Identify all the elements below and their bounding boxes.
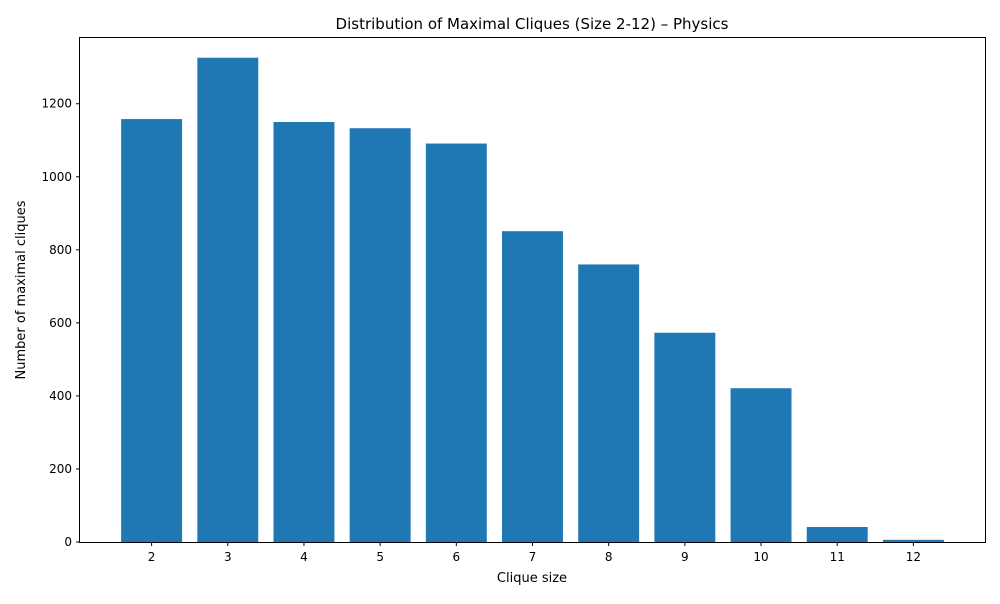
x-tick-label: 7: [529, 550, 537, 564]
x-axis-ticks: 2 3 4 5 6 7 8 9 10 11 12: [148, 542, 921, 564]
bar-size-4: [273, 122, 335, 542]
y-tick-label: 200: [49, 462, 72, 476]
x-tick-label: 11: [830, 550, 845, 564]
y-tick-label: 0: [64, 535, 72, 549]
bar-size-10: [730, 388, 792, 542]
x-tick-label: 4: [300, 550, 308, 564]
y-tick-label: 600: [49, 316, 72, 330]
bar-size-2: [121, 119, 183, 543]
x-tick-label: 5: [376, 550, 384, 564]
y-axis-label: Number of maximal cliques: [14, 200, 29, 379]
y-axis-ticks: 0 200 400 600 800 1000 1200: [41, 97, 80, 549]
bar-size-8: [578, 264, 640, 542]
y-tick-label: 1000: [41, 170, 72, 184]
bar-size-6: [425, 143, 487, 542]
bar-size-12: [882, 539, 944, 542]
x-axis-label: Clique size: [497, 571, 567, 586]
bar-size-9: [654, 332, 716, 542]
x-tick-label: 9: [681, 550, 689, 564]
y-tick-label: 1200: [41, 97, 72, 111]
y-tick-label: 800: [49, 243, 72, 257]
x-tick-label: 2: [148, 550, 156, 564]
x-tick-label: 8: [605, 550, 613, 564]
bar-size-11: [806, 527, 868, 542]
x-tick-label: 3: [224, 550, 232, 564]
bar-size-3: [197, 57, 259, 542]
x-tick-label: 6: [453, 550, 461, 564]
bars-layer: [121, 57, 944, 543]
bar-size-7: [502, 231, 563, 542]
bar-size-5: [349, 128, 411, 543]
y-tick-label: 400: [49, 389, 72, 403]
x-tick-label: 10: [753, 550, 768, 564]
chart-title: Distribution of Maximal Cliques (Size 2-…: [336, 15, 729, 33]
x-tick-label: 12: [906, 550, 921, 564]
